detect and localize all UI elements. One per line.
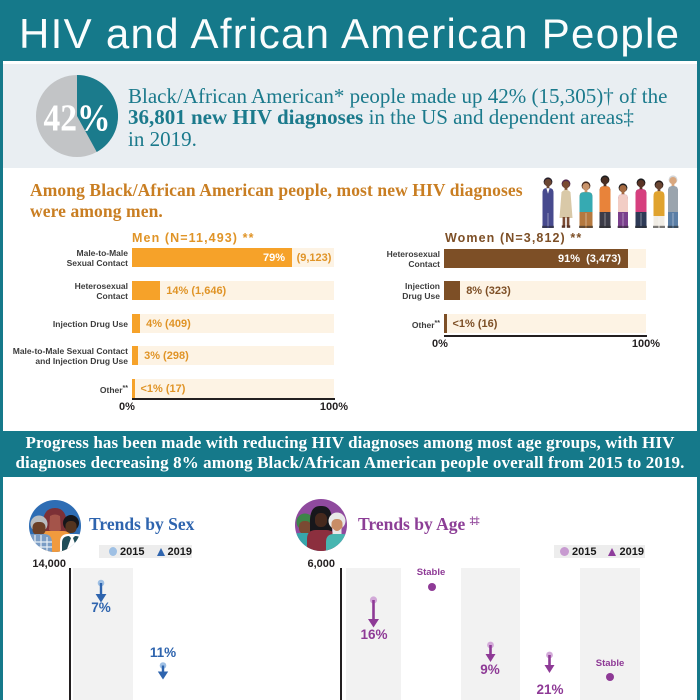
svg-text:42%: 42% [44, 98, 111, 140]
